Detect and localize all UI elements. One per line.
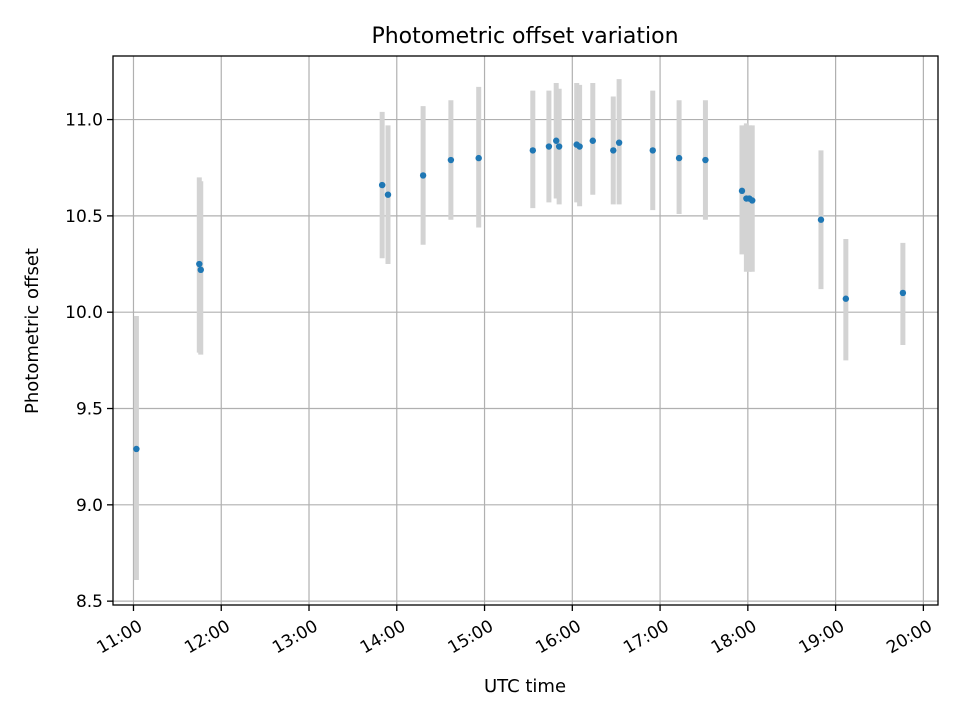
x-tick-label: 20:00 xyxy=(883,616,935,658)
data-point xyxy=(589,137,596,144)
x-tick-label: 11:00 xyxy=(94,616,146,658)
y-tick-label: 10.5 xyxy=(65,207,103,227)
data-point xyxy=(475,154,482,162)
data-point xyxy=(576,143,583,150)
data-point xyxy=(384,191,392,198)
x-tick-label: 13:00 xyxy=(269,616,321,658)
data-point xyxy=(447,156,455,164)
data-point xyxy=(529,147,537,154)
data-point xyxy=(610,147,617,154)
data-point xyxy=(555,143,563,150)
y-tick-label: 9.5 xyxy=(76,400,103,420)
y-axis-label: Photometric offset xyxy=(22,248,43,414)
data-point xyxy=(649,147,656,154)
chart-title: Photometric offset variation xyxy=(371,24,678,49)
plot-frame xyxy=(112,55,939,606)
data-point xyxy=(419,172,427,179)
tick-layer: 11:00 12:00 13:00 14:00 15:00 16:00 17:00 18:00… xyxy=(65,111,936,659)
data-point xyxy=(545,143,553,150)
x-tick-label: 17:00 xyxy=(620,616,672,658)
data-point xyxy=(196,260,203,268)
data-point xyxy=(817,216,825,223)
x-tick-label: 12:00 xyxy=(181,616,233,658)
point-layer xyxy=(133,137,907,453)
grid-layer xyxy=(113,56,938,605)
x-tick-label: 18:00 xyxy=(708,616,760,658)
y-tick-label: 11.0 xyxy=(65,111,103,131)
x-tick-label: 15:00 xyxy=(445,616,497,658)
data-point xyxy=(197,266,204,274)
data-point xyxy=(675,154,683,162)
x-tick-label: 14:00 xyxy=(357,616,409,658)
data-point xyxy=(749,197,756,204)
data-point xyxy=(553,137,560,144)
x-axis-label: UTC time xyxy=(484,676,566,697)
data-point xyxy=(378,181,386,189)
data-point xyxy=(133,445,140,453)
data-point xyxy=(738,187,746,195)
data-point xyxy=(842,295,850,302)
data-point xyxy=(702,156,709,164)
x-tick-label: 19:00 xyxy=(796,616,848,658)
y-tick-label: 9.0 xyxy=(76,496,103,516)
data-point xyxy=(899,289,907,297)
x-tick-label: 16:00 xyxy=(532,616,584,658)
data-point xyxy=(615,139,623,146)
y-tick-label: 8.5 xyxy=(76,592,103,612)
y-tick-label: 10.0 xyxy=(65,303,103,323)
